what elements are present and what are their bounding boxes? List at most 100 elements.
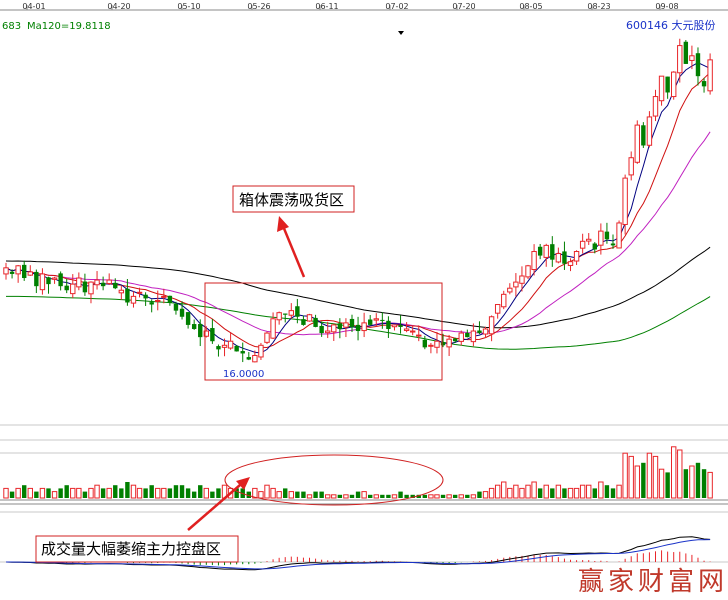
volume-bar-down bbox=[185, 488, 191, 498]
candle-body-down bbox=[665, 76, 670, 93]
dropdown-triangle-icon[interactable] bbox=[398, 31, 404, 35]
candle-body-up bbox=[555, 253, 562, 263]
volume-bar-up bbox=[658, 468, 665, 499]
volume-bar-down bbox=[349, 494, 355, 498]
volume-bar-up bbox=[3, 487, 9, 499]
candle-body-down bbox=[46, 277, 51, 285]
volume-bar-up bbox=[276, 491, 282, 499]
candle-body-up bbox=[161, 295, 167, 298]
volume-bar-down bbox=[58, 488, 63, 498]
candle-body-up bbox=[573, 251, 580, 262]
accumulation-box bbox=[204, 282, 443, 381]
volume-bar-up bbox=[70, 487, 76, 499]
volume-bar-up bbox=[252, 487, 258, 499]
candle-body-down bbox=[537, 246, 543, 256]
candle-body-down bbox=[349, 318, 355, 327]
volume-bar-up bbox=[270, 487, 276, 499]
volume-bar-down bbox=[695, 462, 701, 498]
candle-body-down bbox=[198, 323, 203, 338]
candle-body-up bbox=[513, 281, 519, 288]
candle-body-up bbox=[106, 279, 112, 285]
candle-body-up bbox=[155, 299, 161, 302]
volume-bar-up bbox=[507, 487, 513, 499]
box-arrow-shaft bbox=[281, 225, 306, 278]
candle-body-up bbox=[488, 316, 495, 335]
volume-bar-up bbox=[94, 484, 100, 499]
candle-body-down bbox=[465, 332, 470, 338]
volume-bar-up bbox=[513, 484, 519, 499]
candlesticks bbox=[3, 38, 713, 363]
candle-body-up bbox=[270, 318, 276, 339]
volume-bar-up bbox=[579, 484, 586, 499]
volume-bar-down bbox=[380, 494, 385, 498]
volume-bar-down bbox=[592, 488, 597, 498]
date-tick-label: 04-20 bbox=[107, 2, 130, 11]
candle-body-up bbox=[252, 354, 258, 363]
candle-body-up bbox=[70, 283, 76, 295]
candle-body-down bbox=[386, 320, 391, 329]
candle-body-up bbox=[276, 312, 282, 321]
low-price-marker: 16.0000 bbox=[223, 369, 264, 380]
volume-bar-up bbox=[567, 487, 574, 499]
candle-body-up bbox=[470, 330, 477, 343]
candle-body-down bbox=[477, 330, 482, 334]
candle-body-down bbox=[125, 288, 130, 303]
volume-bar-down bbox=[46, 488, 51, 498]
candle-body-up bbox=[543, 244, 549, 258]
candle-body-down bbox=[246, 357, 251, 360]
volume-bar-up bbox=[628, 455, 634, 499]
volume-bar-down bbox=[149, 485, 154, 498]
candle-body-down bbox=[592, 243, 597, 250]
volume-bar-up bbox=[258, 491, 264, 499]
candle-body-down bbox=[167, 295, 173, 303]
volume-bars bbox=[3, 446, 713, 499]
volume-bar-up bbox=[130, 484, 137, 499]
candle-body-up bbox=[391, 324, 398, 328]
volume-bar-up bbox=[634, 465, 640, 499]
volume-bar-down bbox=[355, 491, 361, 498]
volume-bar-down bbox=[550, 488, 555, 498]
candle-body-down bbox=[216, 346, 221, 350]
date-tick-label: 07-20 bbox=[452, 2, 475, 11]
volume-bar-down bbox=[410, 494, 415, 498]
candle-body-down bbox=[100, 282, 106, 287]
volume-bar-down bbox=[301, 491, 306, 498]
candle-body-up bbox=[39, 273, 46, 291]
volume-shrink-ellipse bbox=[224, 454, 444, 506]
volume-bar-down bbox=[319, 491, 324, 498]
volume-bar-down bbox=[34, 491, 39, 498]
candle-body-down bbox=[185, 312, 191, 325]
volume-bar-up bbox=[543, 484, 549, 499]
candle-body-up bbox=[51, 277, 58, 280]
volume-bar-down bbox=[701, 469, 707, 498]
volume-bar-up bbox=[482, 491, 489, 499]
candle-body-up bbox=[677, 45, 683, 74]
volume-bar-up bbox=[689, 465, 695, 499]
candle-body-up bbox=[331, 324, 337, 333]
date-tick-label: 05-26 bbox=[247, 2, 270, 11]
volume-bar-down bbox=[404, 494, 409, 498]
candle-body-up bbox=[288, 310, 294, 316]
candle-body-down bbox=[179, 308, 185, 317]
volume-bar-up bbox=[531, 481, 537, 499]
candle-body-up bbox=[598, 230, 604, 246]
date-tick-label: 08-05 bbox=[519, 2, 542, 11]
volume-bar-down bbox=[452, 494, 458, 498]
candle-body-up bbox=[409, 330, 416, 333]
volume-bar-up bbox=[136, 487, 143, 499]
candle-body-down bbox=[355, 324, 361, 332]
date-axis: 04-01 04-20 05-10 05-26 06-11 07-02 07-20 08-05… bbox=[0, 2, 728, 11]
volume-bar-up bbox=[391, 494, 398, 499]
volume-bar-down bbox=[234, 488, 239, 498]
candle-body-down bbox=[58, 273, 63, 287]
volume-bar-down bbox=[191, 491, 197, 498]
candle-body-down bbox=[422, 339, 428, 348]
box-label-text: 箱体震荡吸货区 bbox=[239, 191, 344, 209]
candle-body-down bbox=[149, 302, 154, 305]
volume-bar-down bbox=[64, 485, 69, 498]
volume-bar-down bbox=[295, 491, 300, 498]
candle-body-down bbox=[210, 328, 215, 342]
volume-bar-down bbox=[22, 485, 27, 498]
candle-body-up bbox=[458, 332, 464, 342]
candle-body-up bbox=[586, 238, 592, 242]
